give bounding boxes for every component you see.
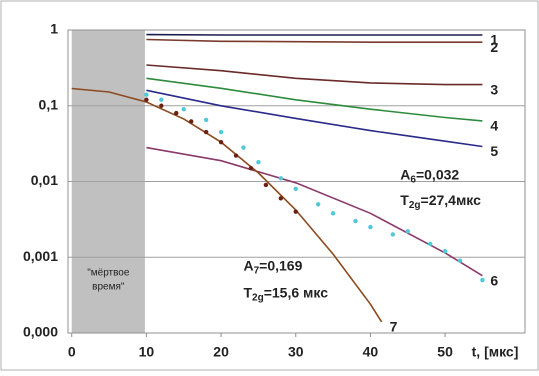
curve-label: 3 (490, 81, 498, 97)
data-point (294, 209, 298, 213)
data-point (256, 160, 260, 164)
dead-time-label: "мёртвое (87, 268, 130, 279)
curve-label: 2 (490, 39, 498, 55)
data-point (182, 107, 186, 111)
data-point (316, 202, 320, 206)
curve-label: 5 (490, 143, 498, 159)
y-tick-label: 0,001 (23, 248, 58, 264)
curve-label: 4 (490, 118, 498, 134)
annotation-tail: =0,169 (259, 257, 302, 273)
x-tick-label: 20 (213, 344, 229, 360)
data-point (391, 232, 395, 236)
data-point (353, 219, 357, 223)
x-tick-label: 0 (68, 344, 76, 360)
data-point (331, 211, 335, 215)
x-axis-label: t, [мкс] (472, 344, 519, 360)
data-point (443, 249, 447, 253)
data-point (406, 229, 410, 233)
annotation-sub: 2g (252, 292, 264, 303)
data-point (219, 140, 223, 144)
x-tick-label: 30 (288, 344, 304, 360)
data-point (159, 98, 163, 102)
data-point (204, 118, 208, 122)
y-tick-label: 0,01 (31, 172, 58, 188)
data-point (279, 196, 283, 200)
annotation-main: A (243, 257, 253, 273)
data-point (189, 119, 193, 123)
y-tick-label: 0,1 (39, 96, 59, 112)
annotation-tail: =27,4мкс (421, 192, 482, 208)
data-point (428, 242, 432, 246)
y-tick-label: 1 (50, 21, 58, 37)
data-point (174, 111, 178, 115)
annotation-main: A (400, 166, 410, 182)
data-point (219, 130, 223, 134)
x-tick-label: 10 (139, 344, 155, 360)
data-point (204, 130, 208, 134)
y-tick-label: 0,000 (23, 324, 58, 340)
curve-label: 7 (390, 319, 398, 335)
x-tick-label: 40 (363, 344, 379, 360)
data-point (264, 183, 268, 187)
data-point (241, 145, 245, 149)
data-point (294, 187, 298, 191)
data-point (279, 176, 283, 180)
annotation-tail: =15,6 мкс (264, 284, 328, 300)
data-point (234, 153, 238, 157)
data-point (368, 225, 372, 229)
curve-label: 6 (490, 272, 498, 288)
annotation-sub: 2g (409, 200, 421, 211)
data-point (144, 98, 148, 102)
annotation-tail: =0,032 (416, 166, 459, 182)
data-point (144, 92, 148, 96)
data-point (159, 104, 163, 108)
dead-time-label: время" (92, 282, 125, 293)
x-tick-label: 50 (437, 344, 453, 360)
data-point (458, 259, 462, 263)
data-point (249, 166, 253, 170)
data-point (480, 278, 484, 282)
